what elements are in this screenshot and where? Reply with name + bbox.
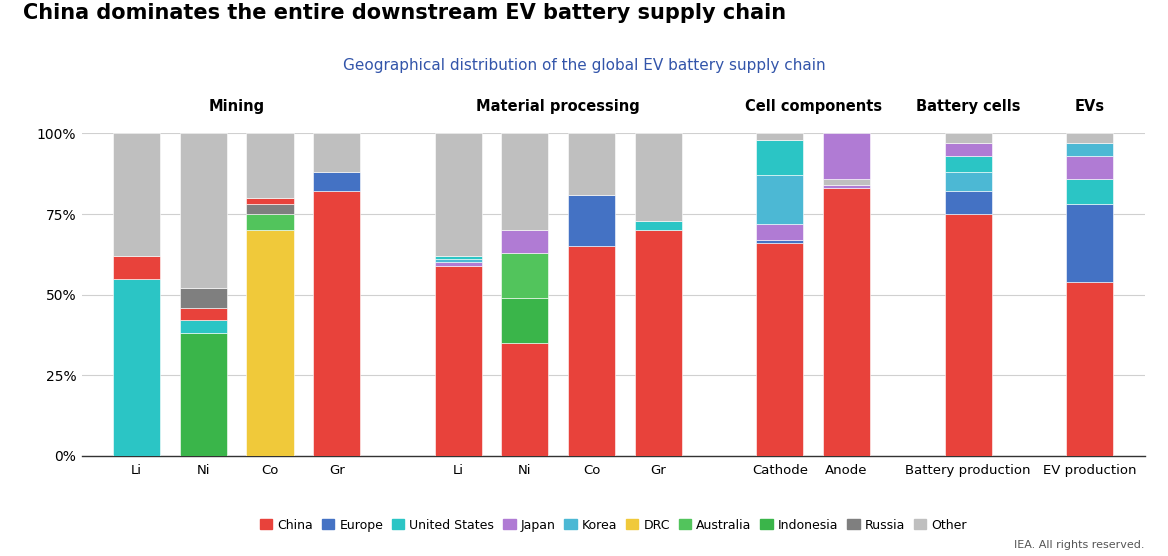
Text: Material processing: Material processing (477, 99, 640, 114)
Bar (1066, 282, 1113, 456)
Bar (568, 195, 616, 246)
Bar (246, 133, 293, 198)
Bar (757, 140, 804, 175)
Bar (313, 191, 360, 456)
Text: Geographical distribution of the global EV battery supply chain: Geographical distribution of the global … (342, 58, 826, 73)
Bar (113, 133, 160, 256)
Bar (246, 198, 293, 205)
Bar (180, 133, 227, 288)
Bar (313, 172, 360, 191)
Bar (246, 205, 293, 214)
Bar (823, 133, 870, 178)
Bar (434, 133, 482, 256)
Text: Mining: Mining (209, 99, 265, 114)
Bar (568, 133, 616, 195)
Bar (945, 172, 992, 191)
Bar (634, 230, 682, 456)
Bar (1066, 178, 1113, 205)
Bar (246, 230, 293, 456)
Bar (1066, 156, 1113, 178)
Bar (757, 133, 804, 140)
Bar (113, 279, 160, 456)
Bar (823, 188, 870, 456)
Bar (823, 185, 870, 188)
Bar (1066, 205, 1113, 282)
Bar (757, 243, 804, 456)
Bar (757, 240, 804, 243)
Bar (180, 307, 227, 320)
Bar (501, 298, 549, 343)
Bar (180, 288, 227, 307)
Bar (945, 156, 992, 172)
Bar (945, 133, 992, 143)
Text: Cell components: Cell components (745, 99, 882, 114)
Bar (1066, 133, 1113, 143)
Bar (180, 334, 227, 456)
Bar (313, 133, 360, 172)
Text: China dominates the entire downstream EV battery supply chain: China dominates the entire downstream EV… (23, 3, 786, 23)
Bar (501, 343, 549, 456)
Bar (634, 133, 682, 221)
Bar (945, 214, 992, 456)
Bar (568, 246, 616, 456)
Bar (180, 320, 227, 334)
Bar (501, 133, 549, 230)
Bar (634, 221, 682, 230)
Bar (434, 256, 482, 259)
Text: EVs: EVs (1075, 99, 1105, 114)
Bar (757, 224, 804, 240)
Text: IEA. All rights reserved.: IEA. All rights reserved. (1014, 540, 1145, 550)
Bar (434, 259, 482, 262)
Bar (945, 143, 992, 156)
Bar (113, 256, 160, 279)
Bar (246, 214, 293, 230)
Bar (434, 262, 482, 266)
Text: Battery cells: Battery cells (916, 99, 1021, 114)
Bar (1066, 143, 1113, 156)
Bar (501, 230, 549, 253)
Bar (945, 191, 992, 214)
Legend: China, Europe, United States, Japan, Korea, DRC, Australia, Indonesia, Russia, O: China, Europe, United States, Japan, Kor… (259, 519, 967, 532)
Bar (757, 175, 804, 224)
Bar (501, 253, 549, 298)
Bar (823, 178, 870, 185)
Bar (434, 266, 482, 456)
